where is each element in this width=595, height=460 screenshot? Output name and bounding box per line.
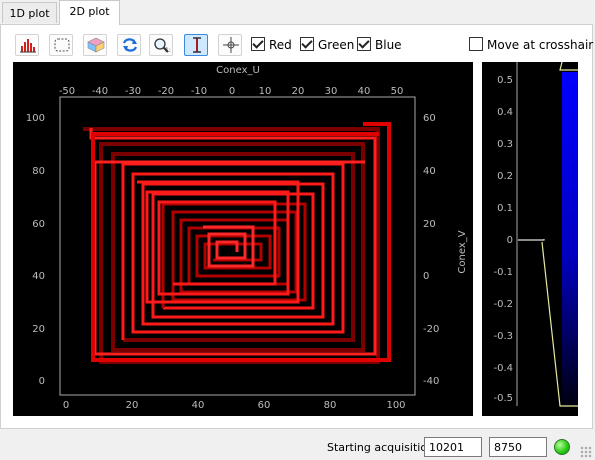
right-tick: -20 [423,324,439,335]
crosshair-button[interactable] [218,34,242,56]
bottom-tick: 0 [63,400,69,411]
side-tick: -0.5 [493,393,513,404]
left-tick: 60 [32,219,45,230]
refresh-icon [122,38,138,52]
right-tick: -40 [423,376,439,387]
green-checkbox-box[interactable] [300,37,314,51]
tab-bar: 1D plot 2D plot [0,0,595,25]
blue-profile-bar [562,72,578,406]
blue-checkbox[interactable]: Blue [357,37,402,53]
left-tick: 20 [32,324,45,335]
side-tick: 0 [507,235,513,246]
left-tick: 80 [32,166,45,177]
right-tick: 20 [423,219,436,230]
histogram-icon [20,39,36,53]
status-indicator-led [554,439,570,455]
top-tick: -20 [158,86,174,97]
status-bar: Starting acquisition [0,432,595,460]
bottom-tick: 60 [258,400,271,411]
left-tick: 40 [32,271,45,282]
value2-field[interactable]: 8750 [489,437,547,457]
side-tick: 0.5 [497,75,513,86]
side-profile-plot[interactable]: 0.5 0.4 0.3 0.2 0.1 0 -0.1 -0.2 -0.3 -0.… [482,62,578,416]
zoom-fit-icon: 1:1 [154,38,171,53]
move-at-crosshair-checkbox[interactable]: Move at crosshair [469,37,593,53]
red-checkbox-label: Red [269,38,292,52]
top-tick: 20 [292,86,305,97]
top-tick: -10 [191,86,207,97]
top-tick: 0 [229,86,235,97]
red-checkbox-box[interactable] [251,37,265,51]
svg-text:1:1: 1:1 [165,47,171,53]
green-checkbox[interactable]: Green [300,37,354,53]
value1-field[interactable]: 10201 [424,437,482,457]
bottom-tick: 80 [324,400,337,411]
refresh-button[interactable] [117,34,141,56]
profile-line-mid [518,239,545,241]
right-tick: 0 [423,271,429,282]
profile-line-top [559,62,578,71]
bottom-tick: 40 [192,400,205,411]
side-tick: -0.3 [493,331,513,342]
right-tick: 40 [423,166,436,177]
green-checkbox-label: Green [318,38,355,52]
top-tick: 10 [259,86,272,97]
status-message: Starting acquisition [327,441,435,454]
side-tick: 0.3 [497,139,513,150]
roi-select-icon [54,38,70,52]
blue-checkbox-box[interactable] [357,37,371,51]
roi-select-button[interactable] [49,34,73,56]
side-tick: -0.2 [493,299,513,310]
vertical-cursor-button[interactable] [184,34,208,56]
right-axis-label: Conex_V [457,230,468,273]
side-tick: -0.4 [493,363,513,374]
resize-grip-icon[interactable] [580,446,592,458]
top-tick: 40 [358,86,371,97]
tab-1d-plot[interactable]: 1D plot [2,2,57,23]
blue-checkbox-label: Blue [375,38,402,52]
bottom-tick: 20 [126,400,139,411]
top-tick: -50 [59,86,75,97]
move-at-crosshair-box[interactable] [469,37,483,51]
left-tick: 0 [39,376,45,387]
top-tick: 50 [391,86,404,97]
side-tick: 0.4 [497,107,513,118]
top-tick: -40 [92,86,108,97]
right-tick: 60 [423,113,436,124]
profile-line-slope [541,241,578,407]
top-axis-label: Conex_U [216,65,260,76]
histogram-button[interactable] [15,34,39,56]
red-checkbox[interactable]: Red [251,37,292,53]
side-tick: -0.1 [493,267,513,278]
2d-plot[interactable]: Conex_U Conex_V -50 -40 -30 -20 -10 0 10… [13,62,473,416]
top-tick: 30 [325,86,338,97]
colormap-icon [87,37,105,53]
plot-frame [59,96,416,396]
side-tick: 0.2 [497,171,513,182]
zoom-fit-button[interactable]: 1:1 [149,34,173,56]
vertical-cursor-icon [193,37,201,53]
crosshair-icon [223,37,239,53]
side-tick: 0.1 [497,203,513,214]
tab-2d-plot[interactable]: 2D plot [59,0,120,25]
colormap-button[interactable] [83,34,107,56]
left-tick: 100 [26,113,45,124]
bottom-tick: 100 [386,400,405,411]
move-at-crosshair-label: Move at crosshair [487,38,594,52]
spiral-scan-image [83,122,391,364]
top-tick: -30 [125,86,141,97]
